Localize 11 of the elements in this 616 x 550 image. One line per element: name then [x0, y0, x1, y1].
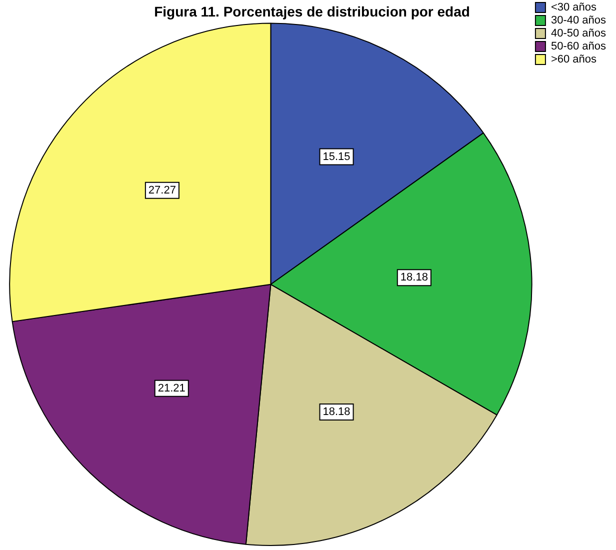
- legend-label: 30-40 años: [550, 14, 606, 27]
- data-label: 15.15: [322, 150, 350, 163]
- legend-label: 40-50 años: [550, 28, 606, 40]
- data-label: 21.21: [158, 382, 186, 394]
- legend-label: >60 años: [550, 54, 598, 66]
- chart-title: Figura 11. Porcentajes de distribucion por edad: [154, 3, 470, 20]
- data-label: 18.18: [400, 272, 428, 284]
- legend-label: <30 años: [550, 2, 598, 14]
- data-label: 18.18: [322, 406, 350, 418]
- data-label: 27.27: [148, 184, 176, 196]
- legend-label: 50-60 años: [550, 40, 606, 53]
